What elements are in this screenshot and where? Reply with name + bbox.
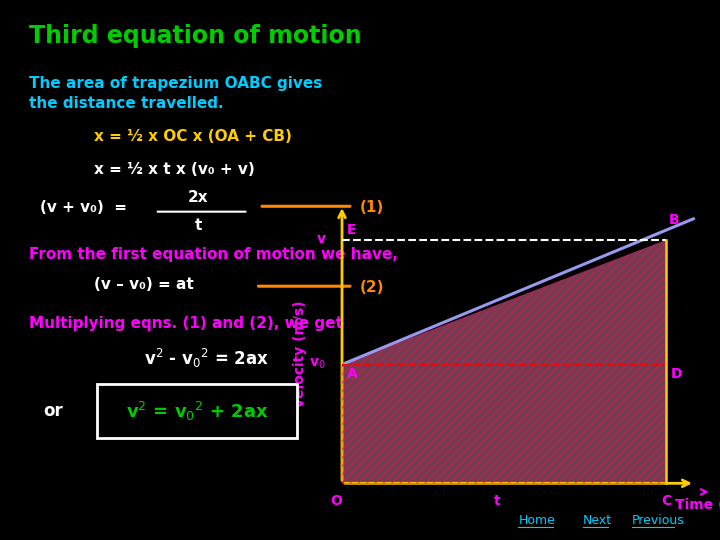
FancyBboxPatch shape	[97, 384, 297, 438]
Text: E: E	[347, 223, 356, 237]
Text: C: C	[661, 494, 671, 508]
Text: or: or	[43, 402, 63, 421]
Text: v: v	[317, 232, 326, 246]
Text: v$_0$: v$_0$	[310, 356, 326, 370]
Text: The area of trapezium OABC gives: The area of trapezium OABC gives	[29, 76, 322, 91]
Text: D: D	[671, 367, 683, 381]
Text: Time (s): Time (s)	[675, 498, 720, 512]
Text: 2x: 2x	[188, 190, 208, 205]
Text: the distance travelled.: the distance travelled.	[29, 96, 223, 111]
Text: x = ½ x OC x (OA + CB): x = ½ x OC x (OA + CB)	[94, 129, 292, 144]
Text: Multiplying eqns. (1) and (2), we get: Multiplying eqns. (1) and (2), we get	[29, 316, 343, 331]
Text: x = ½ x t x (v₀ + v): x = ½ x t x (v₀ + v)	[94, 162, 254, 177]
Text: O: O	[330, 494, 342, 508]
Text: A: A	[347, 367, 358, 381]
Text: v$^2$ - v$_0$$^2$ = 2ax: v$^2$ - v$_0$$^2$ = 2ax	[144, 347, 269, 370]
Text: From the first equation of motion we have,: From the first equation of motion we hav…	[29, 247, 397, 262]
Text: B: B	[669, 213, 680, 227]
Polygon shape	[342, 240, 666, 483]
Text: (2): (2)	[360, 280, 384, 295]
Text: (1): (1)	[360, 200, 384, 215]
Text: Third equation of motion: Third equation of motion	[29, 24, 361, 48]
Text: (v – v₀) = at: (v – v₀) = at	[94, 277, 194, 292]
Text: t: t	[493, 494, 500, 508]
Text: Previous: Previous	[632, 514, 685, 526]
Text: Velocity (m/s): Velocity (m/s)	[293, 300, 307, 408]
Text: Home: Home	[518, 514, 555, 526]
Text: (v + v₀)  =: (v + v₀) =	[40, 200, 127, 215]
Text: Next: Next	[583, 514, 612, 526]
Text: t: t	[194, 218, 202, 233]
Text: v$^2$ = v$_0$$^2$ + 2ax: v$^2$ = v$_0$$^2$ + 2ax	[126, 400, 269, 423]
